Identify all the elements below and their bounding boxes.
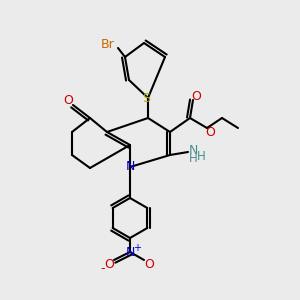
Text: -: - bbox=[101, 262, 105, 275]
Text: O: O bbox=[144, 257, 154, 271]
Text: H: H bbox=[189, 152, 197, 166]
Text: S: S bbox=[142, 92, 150, 106]
Text: O: O bbox=[205, 125, 215, 139]
Text: O: O bbox=[63, 94, 73, 107]
Text: N: N bbox=[125, 160, 135, 173]
Text: O: O bbox=[104, 257, 114, 271]
Text: +: + bbox=[133, 243, 141, 253]
Text: H: H bbox=[196, 149, 206, 163]
Text: Br: Br bbox=[101, 38, 115, 50]
Text: N: N bbox=[188, 143, 198, 157]
Text: O: O bbox=[191, 91, 201, 103]
Text: N: N bbox=[125, 247, 135, 260]
